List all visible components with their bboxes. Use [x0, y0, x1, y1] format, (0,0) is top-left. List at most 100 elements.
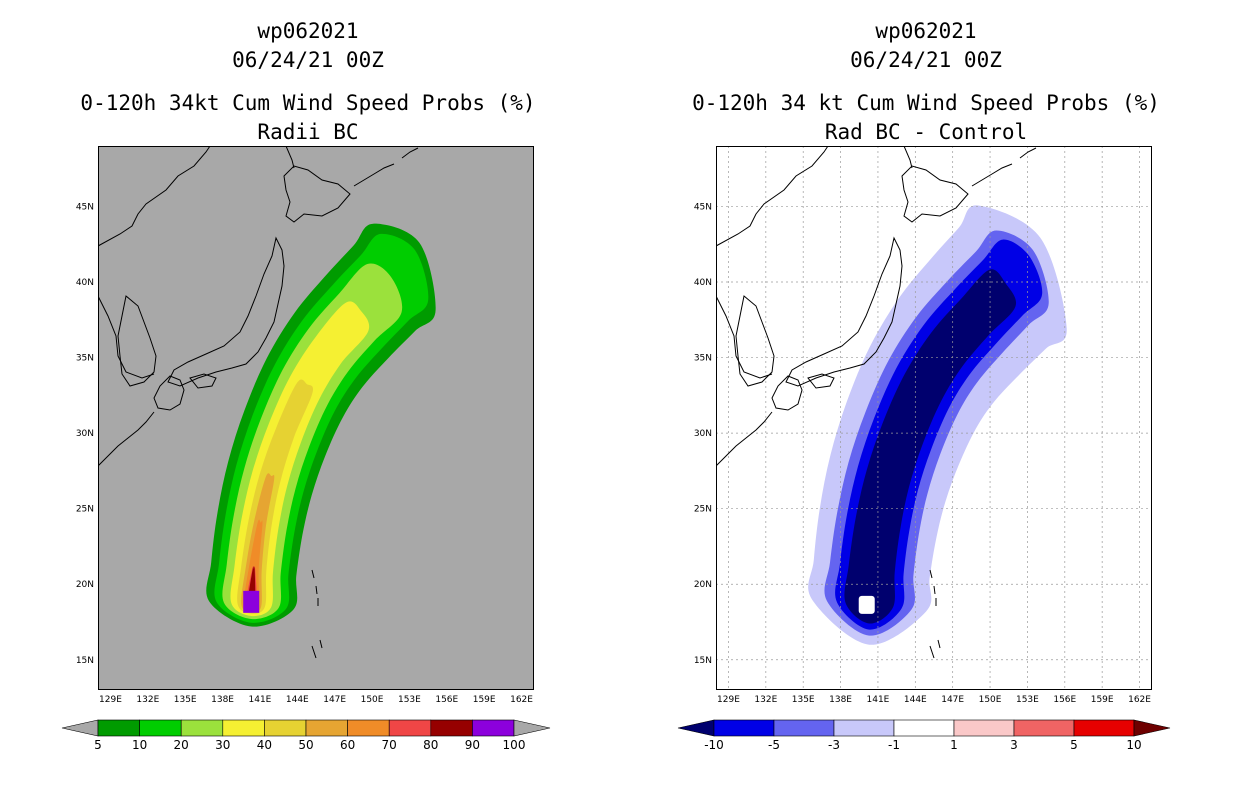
right-colorbar-label: 3 [1010, 738, 1018, 752]
right-ytick-label: 25N [694, 505, 712, 515]
left-coast-asia-mainland [98, 146, 211, 379]
left-ytick-label: 40N [76, 278, 94, 288]
right-ytick-label: 20N [694, 580, 712, 590]
right-xtick-label: 150E [979, 695, 1002, 705]
right-coast-kuril-islands [971, 147, 1037, 187]
left-colorbar-swatch [347, 719, 390, 737]
left-title-storm-id: wp062021 [257, 19, 358, 43]
left-colorbar-label: 10 [132, 738, 147, 752]
right-ytick-label: 30N [694, 429, 712, 439]
left-xtick-label: 153E [398, 695, 421, 705]
left-ytick-label: 25N [76, 505, 94, 515]
left-xtick-label: 156E [435, 695, 458, 705]
right-coast-sakhalin [903, 146, 913, 169]
right-xtick-label: 141E [867, 695, 890, 705]
right-colorbar-swatch [833, 719, 895, 737]
right-ytick-label: 40N [694, 278, 712, 288]
left-title-date: 06/24/21 00Z [232, 48, 384, 72]
right-colorbar-label: -5 [768, 738, 780, 752]
left-colorbar-swatch [97, 719, 140, 737]
left-colorbar-label: 30 [215, 738, 230, 752]
left-ytick-label: 15N [76, 656, 94, 666]
right-xtick-label: 147E [941, 695, 964, 705]
left-colorbar-swatch [305, 719, 348, 737]
right-coast-ryukyu-islands [716, 411, 773, 467]
left-coast-ogasawara-islands [311, 569, 323, 659]
left-xtick-label: 150E [361, 695, 384, 705]
left-colorbar-swatch [430, 719, 473, 737]
left-title-product: 0-120h 34kt Cum Wind Speed Probs (%) [80, 91, 535, 115]
right-xtick-label: 153E [1016, 695, 1039, 705]
right-coast-japan-hokkaido [901, 165, 969, 223]
left-xtick-label: 162E [510, 695, 533, 705]
left-colorbar-label: 90 [465, 738, 480, 752]
left-coast-japan-hokkaido [283, 165, 351, 223]
right-xtick-label: 132E [754, 695, 777, 705]
right-xtick-label: 135E [792, 695, 815, 705]
left-colorbar-label: 60 [340, 738, 355, 752]
left-xtick-label: 147E [323, 695, 346, 705]
left-coast-kuril-islands [353, 147, 419, 187]
right-colorbar-label: -10 [704, 738, 724, 752]
right-near-zero-patch [858, 595, 875, 614]
left-ytick-label: 35N [76, 354, 94, 364]
left-contour-level-90-core [243, 590, 260, 613]
right-ytick-label: 15N [694, 656, 712, 666]
left-colorbar-swatch [264, 719, 307, 737]
left-colorbar-label: 70 [382, 738, 397, 752]
left-colorbar-label: 80 [423, 738, 438, 752]
right-ytick-label: 35N [694, 354, 712, 364]
left-colorbar-swatch [180, 719, 224, 737]
right-gridlines [716, 146, 1152, 690]
right-xtick-label: 156E [1053, 695, 1076, 705]
left-colorbar-label: 50 [298, 738, 313, 752]
left-map-plot [98, 146, 534, 690]
right-coast-japan-shikoku [807, 373, 835, 389]
left-xtick-label: 138E [211, 695, 234, 705]
right-colorbar-label: 10 [1126, 738, 1141, 752]
left-xtick-label: 159E [473, 695, 496, 705]
left-colorbar-over [513, 719, 551, 737]
right-colorbar-swatch [713, 719, 775, 737]
right-xtick-label: 162E [1128, 695, 1151, 705]
left-colorbar-swatch [388, 719, 432, 737]
left-coast-japan-shikoku [189, 373, 217, 389]
left-colorbar: 5 10 20 30 40 50 60 70 80 90 100 [61, 719, 551, 752]
right-colorbar-swatch [1073, 719, 1135, 737]
left-colorbar-label: 100 [503, 738, 526, 752]
right-colorbar-label: -1 [888, 738, 900, 752]
left-xtick-label: 132E [136, 695, 159, 705]
left-title-subtitle: Radii BC [257, 120, 358, 144]
right-coast-japan-kyushu [771, 375, 803, 411]
right-colorbar-label: 5 [1070, 738, 1078, 752]
right-map-plot [716, 146, 1152, 690]
left-xtick-label: 141E [249, 695, 272, 705]
right-colorbar-under [677, 719, 715, 737]
left-coast-japan-honshu [167, 236, 285, 387]
left-colorbar-swatch [139, 719, 182, 737]
left-map-frame [98, 146, 534, 690]
right-contour-level--10 [844, 269, 1017, 624]
right-x-axis-ticks: 129E 132E 135E 138E 141E 144E 147E 150E 153E 156E… [717, 695, 1151, 705]
right-coast-asia-mainland [716, 146, 829, 379]
right-title-date: 06/24/21 00Z [850, 48, 1002, 72]
right-coast-korea [735, 295, 775, 387]
right-colorbar-label: -3 [828, 738, 840, 752]
right-title-product: 0-120h 34 kt Cum Wind Speed Probs (%) [692, 91, 1160, 115]
left-colorbar-swatch [472, 719, 515, 737]
right-colorbar: -10 -5 -3 -1 1 3 5 10 [677, 719, 1171, 752]
right-y-axis-ticks: 45N 40N 35N 30N 25N 20N 15N [694, 202, 712, 665]
left-coast-japan-kyushu [153, 375, 185, 411]
right-ytick-label: 45N [694, 202, 712, 212]
left-coastlines [98, 146, 419, 659]
right-xtick-label: 138E [829, 695, 852, 705]
right-coastlines [716, 146, 1037, 659]
right-coast-japan-honshu [785, 236, 903, 387]
left-panel: wp062021 06/24/21 00Z 0-120h 34kt Cum Wi… [61, 19, 551, 752]
left-colorbar-label: 20 [174, 738, 189, 752]
left-xtick-label: 144E [286, 695, 309, 705]
left-coast-korea [117, 295, 157, 387]
left-colorbar-label: 5 [94, 738, 102, 752]
right-colorbar-swatch [1013, 719, 1075, 737]
